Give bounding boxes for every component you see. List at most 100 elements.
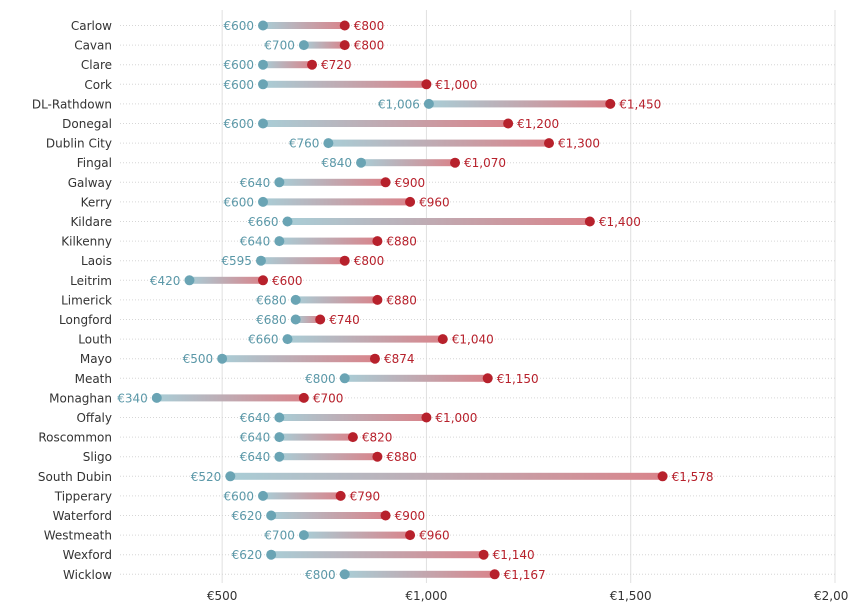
low-point [282, 334, 293, 345]
high-point [584, 216, 595, 227]
category-label: Limerick [61, 293, 112, 307]
x-tick-label: €2,000 [814, 589, 849, 603]
range-bar [303, 531, 411, 539]
range-bar [263, 120, 509, 127]
category-label: Laois [81, 254, 112, 268]
range-bar [263, 80, 427, 88]
low-value-label: €1,006 [378, 97, 420, 111]
category-label: Louth [78, 333, 112, 347]
category-label: Wicklow [63, 568, 112, 582]
high-point [347, 432, 358, 443]
high-value-label: €1,200 [517, 117, 559, 131]
high-value-label: €790 [350, 489, 381, 503]
high-value-label: €1,150 [497, 372, 539, 386]
data-points [151, 20, 668, 580]
range-bar [361, 159, 456, 167]
low-point [258, 118, 268, 129]
range-bar [287, 218, 590, 225]
high-value-label: €880 [386, 450, 417, 464]
low-value-label: €620 [232, 548, 263, 562]
high-point [315, 314, 326, 325]
x-tick-label: €1,000 [405, 589, 447, 603]
high-value-label: €960 [419, 529, 450, 543]
low-point [290, 314, 301, 325]
category-label: Monaghan [49, 391, 112, 405]
high-value-label: €1,000 [435, 78, 477, 92]
category-label: Dublin City [46, 137, 112, 151]
range-bar [287, 335, 443, 343]
category-label: Westmeath [44, 529, 112, 543]
range-bar [295, 316, 321, 323]
high-value-label: €1,400 [599, 215, 641, 229]
low-value-label: €600 [223, 117, 254, 131]
low-point [151, 392, 162, 403]
category-label: Offaly [76, 411, 112, 425]
low-value-label: €620 [232, 509, 263, 523]
low-point [339, 373, 350, 384]
category-label: Cavan [74, 39, 112, 53]
low-point [255, 255, 266, 266]
high-value-label: €740 [329, 313, 360, 327]
low-value-label: €640 [240, 450, 271, 464]
x-tick-label: €1,500 [610, 589, 652, 603]
category-label: DL-Rathdown [32, 97, 112, 111]
range-bar [344, 374, 488, 382]
high-point [489, 569, 500, 580]
range-bar [263, 61, 313, 69]
high-value-label: €880 [386, 235, 417, 249]
high-value-label: €1,167 [504, 568, 546, 582]
high-point [372, 294, 383, 305]
data-labels: €600 €800 €700 €800 €600 €720 €600 €1,000 €1,006… [117, 19, 713, 582]
category-label: South Dubin [38, 470, 112, 484]
high-value-label: €900 [395, 509, 426, 523]
high-point [380, 510, 391, 521]
high-point [372, 236, 383, 247]
high-value-label: €960 [419, 195, 450, 209]
range-bar [263, 492, 341, 500]
low-value-label: €680 [256, 293, 287, 307]
low-value-label: €660 [248, 215, 279, 229]
high-point [339, 40, 350, 51]
category-label: Meath [75, 372, 112, 386]
high-value-label: €800 [354, 19, 385, 33]
high-point [482, 373, 493, 384]
high-point [503, 118, 514, 129]
high-value-label: €800 [354, 254, 385, 268]
low-value-label: €340 [117, 391, 148, 405]
high-value-label: €1,450 [619, 97, 661, 111]
high-value-label: €1,040 [452, 333, 494, 347]
high-point [544, 138, 554, 149]
range-bar [279, 178, 386, 186]
low-point [225, 471, 236, 482]
low-value-label: €640 [240, 176, 271, 190]
high-point [369, 353, 380, 364]
x-axis-tick-labels: €500 €1,000 €1,500 €2,000 [207, 589, 849, 603]
high-point [405, 196, 416, 207]
low-value-label: €600 [223, 19, 254, 33]
category-label: Clare [81, 58, 112, 72]
high-point [421, 79, 432, 90]
high-value-label: €820 [362, 431, 393, 445]
range-bar [279, 433, 353, 441]
low-point [274, 177, 285, 188]
range-bar [222, 355, 375, 363]
high-value-label: €1,070 [464, 156, 506, 170]
category-label: Fingal [77, 156, 112, 170]
high-value-label: €874 [384, 352, 415, 366]
range-bar [279, 414, 427, 421]
low-value-label: €520 [191, 470, 222, 484]
high-point [372, 451, 383, 462]
low-point [274, 432, 285, 443]
high-value-label: €720 [321, 58, 352, 72]
low-value-label: €600 [223, 58, 254, 72]
low-point [258, 59, 268, 70]
category-label: Kildare [70, 215, 112, 229]
high-point [421, 412, 432, 423]
low-point [423, 98, 434, 109]
high-point [450, 157, 461, 168]
range-bar [271, 551, 484, 559]
category-label: Waterford [53, 509, 112, 523]
range-bar [263, 198, 411, 206]
low-value-label: €700 [264, 529, 295, 543]
